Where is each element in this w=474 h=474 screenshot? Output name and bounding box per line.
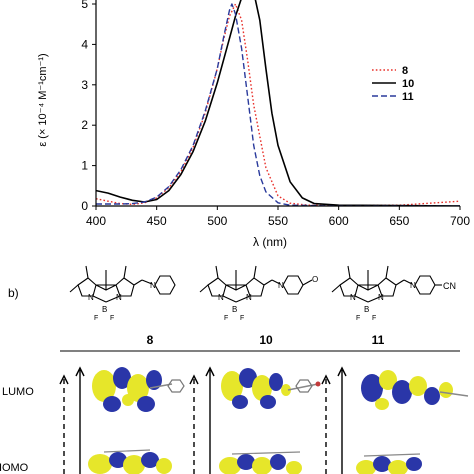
transition-arrows xyxy=(59,366,347,474)
x-tick-label: 600 xyxy=(329,214,349,228)
structure-8-fluorine-left: F xyxy=(94,315,98,322)
structure-compound-11 xyxy=(331,265,442,303)
structure-10-nitrogen-right: N xyxy=(246,293,252,302)
structure-11-imine-nitrogen: N xyxy=(410,281,416,290)
panel-b-label: b) xyxy=(8,286,19,300)
structure-11-nitrogen-left: N xyxy=(350,293,356,302)
y-tick-label: 2 xyxy=(81,118,88,132)
structure-8-nitrogen-left: N xyxy=(88,293,94,302)
absorption-spectrum-chart: 400 450 500 550 600 650 700 0 1 2 3 4 5 λ (nm) ε (×… xyxy=(37,0,470,249)
structure-10-fluorine-right: F xyxy=(240,315,244,322)
x-tick-label: 500 xyxy=(207,214,227,228)
legend-label-8: 8 xyxy=(402,65,408,77)
structure-11-fluorine-left: F xyxy=(356,315,360,322)
homo-orbital-10 xyxy=(219,451,302,474)
structure-11-nitrogen-right: N xyxy=(378,293,384,302)
legend-label-10: 10 xyxy=(402,78,414,90)
series-line-8 xyxy=(96,3,460,206)
structure-compound-8 xyxy=(69,265,176,303)
x-tick-label: 550 xyxy=(268,214,288,228)
homo-orbital-11 xyxy=(356,453,422,474)
x-tick-label: 400 xyxy=(86,214,106,228)
lumo-orbital-10 xyxy=(221,368,321,409)
structure-10-methoxy-oxygen: O xyxy=(312,275,318,284)
plot-area xyxy=(96,0,460,206)
y-tick-label: 4 xyxy=(81,37,88,51)
legend-label-11: 11 xyxy=(402,91,414,103)
structure-11-boron: B xyxy=(364,305,369,314)
structure-10-nitrogen-left: N xyxy=(218,293,224,302)
lumo-orbital-11 xyxy=(361,370,469,410)
x-tick-label: 450 xyxy=(147,214,167,228)
structure-8-imine-nitrogen: N xyxy=(150,281,156,290)
y-ticks: 0 1 2 3 4 5 xyxy=(81,0,96,213)
y-axis-label: ε (× 10⁻⁴ M⁻¹cm⁻¹) xyxy=(37,53,49,146)
structure-10-imine-nitrogen: N xyxy=(278,281,284,290)
structure-11-cyano-group: CN xyxy=(443,281,456,291)
structure-10-boron: B xyxy=(232,305,237,314)
lumo-label: LUMO xyxy=(2,386,34,398)
compound-label-11: 11 xyxy=(372,333,385,347)
structure-11-fluorine-right: F xyxy=(372,315,376,322)
structure-8-fluorine-right: F xyxy=(110,315,114,322)
x-tick-label: 700 xyxy=(450,214,470,228)
series-line-10 xyxy=(96,0,460,206)
y-tick-label: 0 xyxy=(81,199,88,213)
x-tick-label: 650 xyxy=(389,214,409,228)
x-ticks: 400 450 500 550 600 650 700 xyxy=(86,206,470,228)
structure-compound-10 xyxy=(199,265,313,303)
series-line-11 xyxy=(96,3,460,206)
y-tick-label: 1 xyxy=(81,159,88,173)
structure-10-fluorine-left: F xyxy=(224,315,228,322)
series-layer xyxy=(96,0,460,206)
homo-orbital-8 xyxy=(88,449,172,474)
y-tick-label: 5 xyxy=(81,0,88,11)
x-axis-label: λ (nm) xyxy=(253,235,287,249)
structure-8-boron: B xyxy=(102,305,107,314)
structure-8-nitrogen-right: N xyxy=(116,293,122,302)
compound-label-8: 8 xyxy=(147,333,154,347)
lumo-orbital-8 xyxy=(92,367,185,412)
homo-label: HOMO xyxy=(0,462,29,474)
compound-label-10: 10 xyxy=(259,333,273,347)
y-tick-label: 3 xyxy=(81,78,88,92)
